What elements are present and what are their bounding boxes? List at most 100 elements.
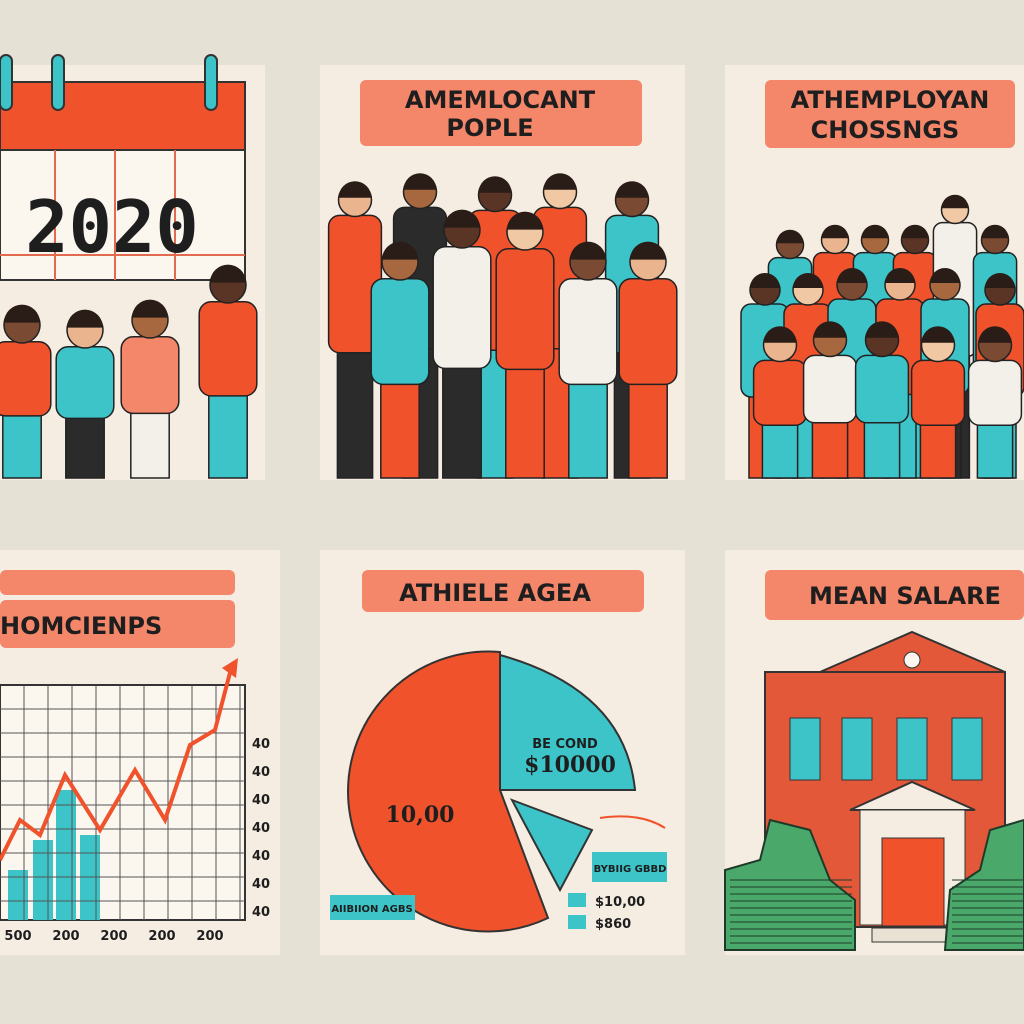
pie-chart-part: [330, 895, 415, 920]
person: [558, 241, 618, 479]
panel-title: POPLE: [446, 114, 533, 142]
person-hair: [67, 309, 103, 328]
person-hair: [750, 273, 780, 288]
pie-chart-part: [499, 653, 637, 791]
person-body: [432, 246, 492, 370]
person-legs: [568, 377, 608, 479]
person-legs: [2, 409, 42, 479]
person: [55, 309, 115, 479]
person: [432, 209, 492, 479]
person: [802, 321, 858, 479]
building-part: [903, 651, 921, 669]
person-body: [558, 278, 618, 386]
line-chart-part: [8, 870, 28, 920]
person-hair: [901, 224, 929, 239]
pie-chart-part: [347, 650, 550, 933]
line-chart-part: [0, 664, 234, 861]
building-part: [943, 818, 1024, 951]
person: [752, 326, 808, 479]
person-body: [495, 248, 555, 371]
person-hair: [4, 304, 40, 323]
calendar-part: [51, 54, 65, 111]
person-hair: [478, 176, 512, 193]
person-hair: [615, 181, 649, 198]
person-hair: [763, 326, 797, 343]
title-pills-part: [765, 80, 1015, 148]
axis-label: 500: [4, 929, 31, 944]
line-chart-part: [33, 840, 53, 920]
axis-label: 40: [252, 905, 270, 920]
line-chart-part: [222, 658, 238, 678]
line-chart: [0, 658, 246, 921]
person-body: [967, 359, 1023, 426]
person-legs: [863, 415, 901, 479]
title-pills-part: [360, 80, 642, 146]
person-hair: [543, 173, 577, 190]
building-part: [881, 837, 945, 927]
panel-title: CHOSSNGS: [811, 116, 960, 144]
person-body: [370, 278, 430, 386]
axis-label: 200: [52, 929, 79, 944]
pie-label: AIIBIION AGBS: [331, 904, 412, 915]
calendar: [0, 54, 246, 281]
axis-label: 40: [252, 877, 270, 892]
pie-chart-part: [509, 798, 594, 893]
pie-chart-part: [568, 915, 586, 929]
person-hair: [338, 181, 372, 198]
person: [327, 181, 383, 479]
person: [910, 326, 966, 479]
person-hair: [865, 321, 899, 338]
person: [0, 304, 52, 479]
pie-chart-part: [592, 852, 667, 882]
person: [618, 241, 678, 479]
person-legs: [130, 406, 170, 479]
person-hair: [444, 209, 480, 228]
axis-label: 40: [252, 737, 270, 752]
axis-label: 40: [252, 849, 270, 864]
building-part: [724, 818, 856, 951]
person-hair: [821, 224, 849, 239]
person-hair: [776, 229, 804, 244]
panel-title: AMEMLOCANT: [405, 86, 596, 114]
person-hair: [403, 173, 437, 190]
pie-label: $10,00: [595, 895, 645, 910]
axis-label: 200: [148, 929, 175, 944]
person-hair: [507, 211, 543, 230]
calendar-year: 2020: [25, 185, 198, 269]
person-body: [0, 341, 52, 417]
panel-title: HOMCIENPS: [0, 612, 162, 640]
person-hair: [978, 326, 1012, 343]
title-pills-part: [0, 600, 235, 648]
person-legs: [628, 377, 668, 479]
person-body: [752, 359, 808, 426]
person-hair: [837, 268, 867, 283]
title-pills-part: [362, 570, 644, 612]
person: [120, 299, 180, 479]
person-body: [854, 354, 910, 424]
title-pills-part: [0, 570, 235, 595]
building-part: [871, 927, 953, 943]
building: [724, 630, 1024, 951]
person-body: [618, 278, 678, 386]
pie-chart-part: [599, 815, 666, 829]
pie-label: 10,00: [386, 802, 455, 828]
axis-label: 40: [252, 793, 270, 808]
axis-label: 40: [252, 765, 270, 780]
person-body: [55, 346, 115, 420]
person-legs: [442, 361, 482, 479]
person-hair: [793, 273, 823, 288]
person-hair: [210, 264, 246, 283]
pie-chart-part: [568, 893, 586, 907]
person-hair: [981, 224, 1009, 239]
person-hair: [921, 326, 955, 343]
building-part: [841, 717, 873, 781]
person: [370, 241, 430, 479]
line-chart-part: [56, 790, 76, 920]
person-hair: [930, 268, 960, 283]
building-part: [789, 717, 821, 781]
person-hair: [382, 241, 418, 260]
person-legs: [380, 377, 420, 479]
axis-label: 40: [252, 821, 270, 836]
person-legs: [505, 362, 545, 479]
